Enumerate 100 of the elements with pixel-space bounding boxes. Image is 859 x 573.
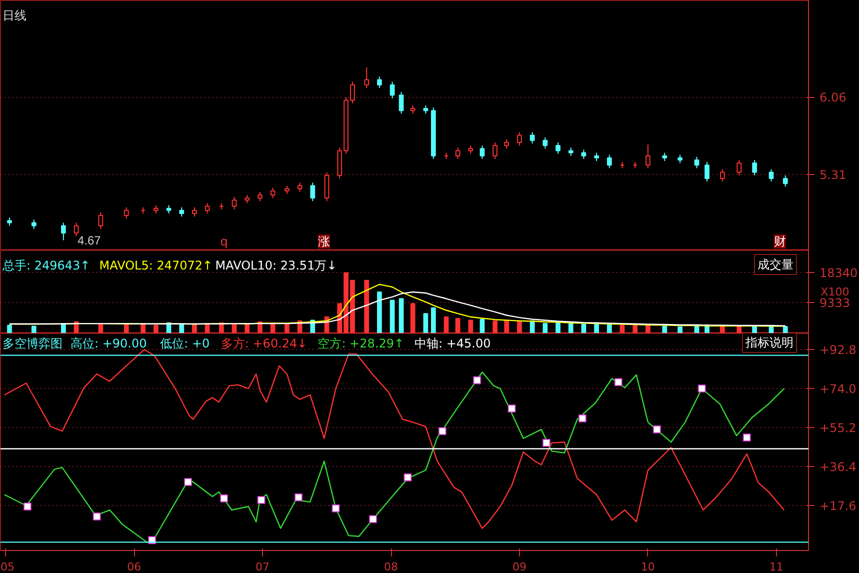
annotation: q <box>220 234 228 248</box>
point <box>369 515 378 524</box>
candlestick <box>530 132 535 144</box>
bar <box>154 324 158 333</box>
bar <box>480 319 485 333</box>
y-tick-label: +55.2 <box>820 421 856 436</box>
bar <box>430 307 436 333</box>
point <box>404 473 412 482</box>
ref-line-label: 中轴: +45.00 <box>414 336 491 350</box>
candlestick <box>61 222 66 241</box>
candlestick <box>517 132 522 146</box>
candlestick <box>179 206 184 218</box>
bar <box>468 320 474 333</box>
text: 总手: 249643↑ <box>2 258 90 272</box>
candlestick <box>398 92 404 114</box>
candlestick <box>581 149 586 160</box>
line-series <box>4 348 785 529</box>
point <box>652 425 661 434</box>
point <box>473 376 482 384</box>
point <box>294 493 303 502</box>
candlestick <box>782 174 788 188</box>
candlestick <box>204 202 210 214</box>
bar <box>492 320 498 333</box>
candlestick <box>324 172 330 202</box>
point <box>508 404 516 412</box>
candlestick <box>504 138 510 150</box>
candlestick <box>646 144 650 169</box>
bar <box>124 324 129 333</box>
candlestick <box>270 187 276 199</box>
candlestick <box>542 136 548 150</box>
candlestick <box>704 162 710 182</box>
annotation: 涨 <box>318 234 330 248</box>
y-tick-label: +92.8 <box>820 342 856 357</box>
candlestick <box>31 219 36 230</box>
x-tick-label: 08 <box>384 560 398 573</box>
x-tick-label: 07 <box>256 560 270 573</box>
bar <box>31 326 36 333</box>
bar <box>364 280 370 333</box>
candlestick <box>364 66 370 88</box>
bar <box>377 292 382 333</box>
candlestick <box>694 156 700 169</box>
candlestick <box>98 212 104 230</box>
bar <box>568 323 574 333</box>
y-tick-label: 18340 <box>820 266 858 280</box>
chart-title: 多空博弈图 <box>2 336 62 350</box>
candlestick <box>455 147 460 160</box>
point <box>23 502 32 510</box>
line-series <box>8 291 786 326</box>
ref-line-label: 低位: +0 <box>160 336 210 350</box>
point <box>742 434 751 442</box>
x-tick-label: 06 <box>127 560 142 573</box>
bar <box>284 323 290 333</box>
point <box>698 384 706 393</box>
bar <box>646 324 650 333</box>
candlestick <box>124 206 129 220</box>
bar <box>752 326 757 333</box>
bar <box>620 324 625 333</box>
x-tick-label: 09 <box>512 560 526 573</box>
candlestick <box>556 142 560 154</box>
candlestick <box>377 76 382 88</box>
bar <box>444 316 449 333</box>
candlestick <box>492 142 498 160</box>
bar <box>179 324 184 333</box>
point <box>614 378 622 386</box>
text: MAVOL10: 23.51万↓ <box>215 258 337 272</box>
candlestick <box>310 182 316 202</box>
bar <box>542 323 548 333</box>
y-axis-title: X100 <box>820 286 850 298</box>
candlestick <box>258 191 262 202</box>
candlestick <box>74 222 79 237</box>
y-tick-label: 6.06 <box>820 90 846 105</box>
annotation: 财 <box>774 234 786 248</box>
bar <box>98 324 104 333</box>
y-tick-label: +36.4 <box>820 460 856 474</box>
point <box>332 504 340 512</box>
bar <box>632 325 638 333</box>
bar <box>517 321 522 333</box>
bar <box>7 324 12 333</box>
annotation: 指标说明 <box>744 336 794 350</box>
bar <box>455 318 460 333</box>
text: 空方: +28.29↑ <box>318 336 404 350</box>
point <box>578 414 586 422</box>
text: 日线 <box>2 8 26 22</box>
candlestick <box>606 154 612 169</box>
bar <box>581 324 586 333</box>
ref-line-label: 高位: +90.00 <box>70 336 147 350</box>
bar <box>678 326 682 333</box>
line-series <box>4 372 785 543</box>
bar <box>606 324 612 333</box>
bar <box>782 326 788 333</box>
bar <box>720 326 725 333</box>
candlestick <box>480 145 485 160</box>
bar <box>504 320 510 333</box>
candlestick <box>768 168 774 182</box>
y-tick-label: 5.31 <box>820 168 846 182</box>
candlestick <box>736 159 742 176</box>
text: MAVOL5: 247072↑ <box>99 258 213 272</box>
point <box>438 427 446 436</box>
x-tick-label: 11 <box>769 560 784 573</box>
candlestick <box>720 168 725 182</box>
